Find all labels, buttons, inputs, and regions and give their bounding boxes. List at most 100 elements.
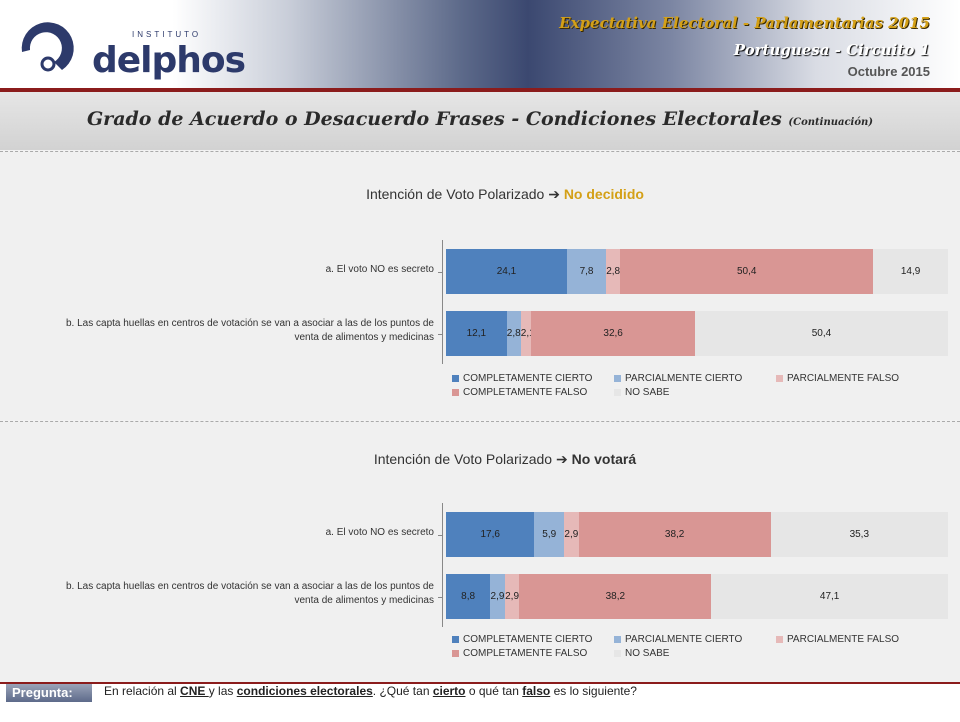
delphos-logo: INSTITUTO delphos xyxy=(14,12,246,81)
page-title-small: (Continuación) xyxy=(788,117,874,128)
bar-segment xyxy=(520,311,532,356)
legend-label: PARCIALMENTE CIERTO xyxy=(625,373,743,384)
bar-segment xyxy=(504,574,520,619)
question-text-part: En relación al xyxy=(104,684,181,698)
legend-label: COMPLETAMENTE FALSO xyxy=(463,387,588,398)
legend-swatch xyxy=(614,388,621,396)
bar-segment xyxy=(490,574,505,619)
y-axis-tick xyxy=(438,534,442,536)
question-text: En relación al CNE y las condiciones ele… xyxy=(104,684,637,698)
category-label: b. Las capta huellas en centros de votac… xyxy=(65,318,434,343)
legend-item: PARCIALMENTE FALSO xyxy=(776,373,899,384)
header-banner xyxy=(0,0,960,88)
legend-swatch xyxy=(614,635,621,643)
legend-swatch xyxy=(614,374,621,382)
bar-value-label: 38,2 xyxy=(605,591,626,602)
bar-value-label: 7,8 xyxy=(579,266,594,277)
bar-value-label: 8,8 xyxy=(461,591,476,602)
question-text-part: y las xyxy=(208,684,237,698)
bar-value-label: 38,2 xyxy=(664,529,685,540)
bar-value-label: 50,4 xyxy=(811,328,832,339)
question-cierto: cierto xyxy=(432,684,466,698)
legend-item: COMPLETAMENTE CIERTO xyxy=(452,634,592,645)
chart-title-emphasis: No votará xyxy=(571,451,637,467)
legend-swatch xyxy=(452,374,459,382)
legend-swatch xyxy=(452,635,459,643)
bar-segment xyxy=(531,311,695,356)
bar-value-label: 32,6 xyxy=(603,328,623,339)
legend-label: PARCIALMENTE FALSO xyxy=(787,634,900,645)
page-title-main: Grado de Acuerdo o Desacuerdo Frases - C… xyxy=(86,108,782,130)
section-divider xyxy=(0,421,960,422)
bar-segment xyxy=(506,311,521,356)
bar-value-label: 2,1 xyxy=(520,328,535,339)
logo-instituto-text: INSTITUTO xyxy=(132,30,202,39)
bar-value-label: 12,1 xyxy=(466,328,487,339)
bar-segment xyxy=(564,512,579,557)
bar-segment xyxy=(446,249,567,294)
category-label: a. El voto NO es secreto xyxy=(325,264,434,275)
page-title: Grado de Acuerdo o Desacuerdo Frases - C… xyxy=(0,108,960,130)
bar-segment xyxy=(694,311,948,356)
bar-segment xyxy=(446,512,535,557)
legend-item: COMPLETAMENTE FALSO xyxy=(452,648,587,659)
header-title: Expectativa Electoral - Parlamentarias 2… xyxy=(559,14,930,32)
bar-segment xyxy=(446,311,507,356)
legend-item: PARCIALMENTE CIERTO xyxy=(614,373,742,384)
logo-mark-icon xyxy=(21,22,74,72)
chart-title-prefix: Intención de Voto Polarizado ➔ xyxy=(366,186,564,202)
section-divider xyxy=(0,151,960,152)
footer xyxy=(0,682,960,722)
chart-title-emphasis: No decidido xyxy=(563,186,644,202)
y-axis-line xyxy=(442,240,443,364)
category-label: b. Las capta huellas en centros de votac… xyxy=(65,581,434,606)
legend-label: COMPLETAMENTE CIERTO xyxy=(463,634,593,645)
legend-label: COMPLETAMENTE CIERTO xyxy=(463,373,593,384)
question-text-part: es lo siguiente? xyxy=(550,684,637,698)
legend-label: NO SABE xyxy=(625,387,670,398)
logo-wordmark: delphos xyxy=(92,40,246,81)
chart-title-prefix: Intención de Voto Polarizado ➔ xyxy=(373,451,572,467)
header-subtitle: Portuguesa - Circuito 1 xyxy=(733,41,930,59)
legend-swatch xyxy=(614,649,621,657)
y-axis-tick xyxy=(438,596,442,598)
bar-segment xyxy=(770,512,948,557)
bar-segment xyxy=(711,574,948,619)
question-text-part: . ¿Qué tan xyxy=(372,684,433,698)
bar-value-label: 2,9 xyxy=(564,529,579,540)
chart-title: Intención de Voto Polarizado ➔ No decidi… xyxy=(0,186,960,203)
legend-item: COMPLETAMENTE FALSO xyxy=(452,387,587,398)
bar-segment xyxy=(578,512,771,557)
bar-value-label: 5,9 xyxy=(542,529,557,540)
bar-segment xyxy=(873,249,948,294)
title-band xyxy=(0,92,960,150)
bar-value-label: 50,4 xyxy=(736,266,757,277)
bar-value-label: 47,1 xyxy=(819,591,840,602)
header-date: Octubre 2015 xyxy=(847,64,930,79)
legend-item: NO SABE xyxy=(614,648,669,659)
legend-item: PARCIALMENTE CIERTO xyxy=(614,634,742,645)
bar-value-label: 2,8 xyxy=(606,266,621,277)
legend-label: NO SABE xyxy=(625,648,670,659)
bar-segment xyxy=(566,249,607,294)
header-divider xyxy=(0,88,960,92)
bar-segment xyxy=(519,574,712,619)
bar-value-label: 24,1 xyxy=(496,266,517,277)
legend-swatch xyxy=(776,374,783,382)
legend-label: PARCIALMENTE CIERTO xyxy=(625,634,743,645)
legend-label: PARCIALMENTE FALSO xyxy=(787,373,900,384)
question-cne: CNE xyxy=(180,684,209,698)
legend-swatch xyxy=(452,649,459,657)
legend-item: PARCIALMENTE FALSO xyxy=(776,634,899,645)
chart-title: Intención de Voto Polarizado ➔ No votará xyxy=(0,451,960,468)
question-label: Pregunta: xyxy=(6,684,92,702)
question-text-part: o qué tan xyxy=(465,684,523,698)
bar-value-label: 2,9 xyxy=(490,591,505,602)
bar-value-label: 2,9 xyxy=(505,591,520,602)
bar-value-label: 14,9 xyxy=(900,266,921,277)
legend-item: COMPLETAMENTE CIERTO xyxy=(452,373,592,384)
bar-segment xyxy=(534,512,565,557)
bar-segment xyxy=(606,249,621,294)
bar-segment xyxy=(620,249,874,294)
bar-value-label: 17,6 xyxy=(480,529,500,540)
